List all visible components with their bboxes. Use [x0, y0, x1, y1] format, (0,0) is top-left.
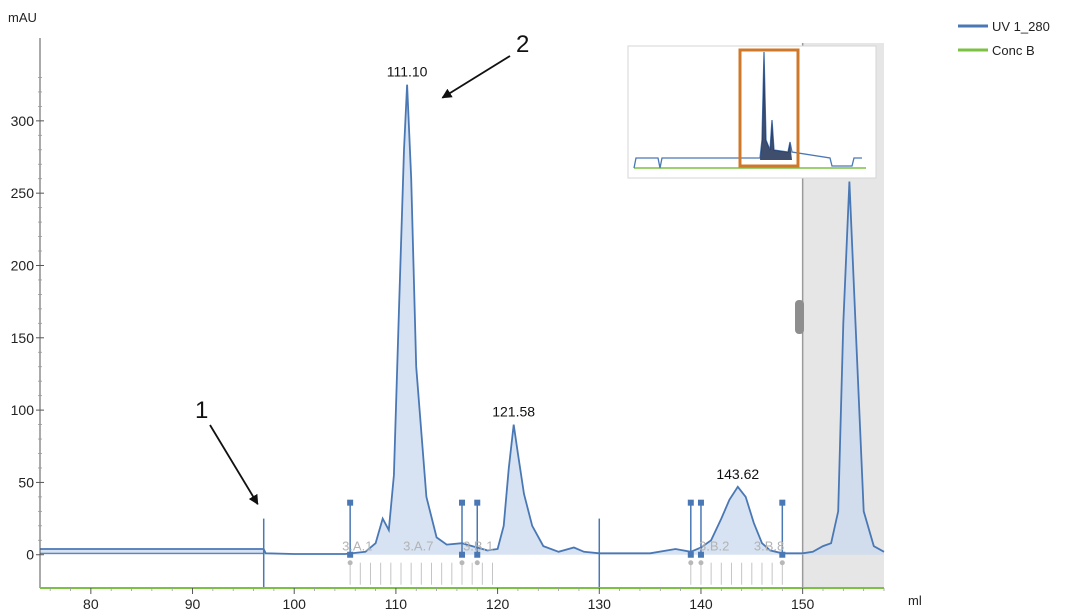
fraction-marker-head-2 [474, 499, 481, 506]
callout-number-1: 1 [195, 397, 208, 424]
fraction-marker-foot-4 [697, 551, 704, 558]
x-tick-label-2: 100 [283, 596, 307, 612]
x-tick-label-3: 110 [385, 596, 408, 612]
x-tick-label-4: 120 [486, 596, 510, 612]
y-tick-label-4: 200 [11, 257, 35, 273]
annotation-layer: 12 [195, 31, 529, 505]
x-axis-unit-label: ml [908, 593, 922, 608]
peak-label-1: 121.58 [492, 404, 535, 420]
overview-zoom-window[interactable] [738, 48, 800, 168]
x-tick-label-1: 90 [185, 596, 201, 612]
y-tick-label-5: 250 [11, 185, 35, 201]
fraction-marker-layer [347, 499, 786, 566]
fraction-label-3: 3.B.2 [699, 539, 729, 554]
callout-arrow-2 [441, 55, 511, 99]
legend-label-uv: UV 1_280 [992, 19, 1050, 34]
overview-inset[interactable] [627, 45, 877, 179]
fraction-marker-foot-2 [474, 551, 481, 558]
y-tick-label-1: 50 [18, 474, 34, 490]
fraction-label-4: 3.B.8 [754, 539, 784, 554]
fraction-marker-foot-3 [687, 551, 694, 558]
y-tick-label-6: 300 [11, 113, 35, 129]
y-tick-label-3: 150 [11, 330, 35, 346]
y-tick-label-2: 100 [11, 402, 35, 418]
fraction-marker-dot-1 [459, 560, 465, 566]
fraction-marker-foot-5 [779, 551, 786, 558]
overview-inset-peak-fill [760, 52, 792, 160]
fraction-marker-dot-5 [779, 560, 785, 566]
fraction-tick-layer [349, 562, 783, 585]
axes-layer: 0 50 100 150 200 250 300 80 90 100 110 120 130 140 150 [11, 38, 885, 612]
fraction-marker-head-1 [459, 499, 465, 506]
y-axis-unit-label: mAU [8, 10, 37, 25]
fraction-marker-dot-3 [688, 560, 694, 566]
legend: UV 1_280 Conc B [958, 19, 1050, 58]
fraction-marker-dot-2 [474, 560, 480, 566]
fraction-label-0: 3.A.1 [342, 539, 372, 554]
fraction-marker-dot-4 [698, 560, 704, 566]
event-line-layer [262, 518, 601, 588]
range-drag-handle[interactable] [795, 300, 804, 334]
fraction-marker-head-5 [779, 499, 786, 506]
legend-label-conc: Conc B [992, 43, 1035, 58]
callout-number-2: 2 [516, 31, 529, 58]
x-tick-label-6: 140 [689, 596, 713, 612]
fraction-marker-foot-0 [347, 551, 354, 558]
fraction-marker-foot-1 [459, 551, 465, 558]
callout-arrow-1 [209, 424, 259, 505]
y-tick-label-0: 0 [26, 547, 34, 563]
fraction-marker-head-4 [697, 499, 704, 506]
label-layer: 111.10 121.58 143.62 3.A.1 3.A.7 3.B.1 3.B.2 3.… [342, 64, 784, 554]
x-tick-label-0: 80 [83, 596, 99, 612]
fraction-marker-head-3 [687, 499, 694, 506]
fraction-label-1: 3.A.7 [403, 539, 433, 554]
peak-label-0: 111.10 [387, 64, 428, 80]
x-tick-label-5: 130 [588, 596, 612, 612]
overview-inset-frame [627, 45, 877, 179]
x-tick-label-7: 150 [791, 596, 815, 612]
peak-label-2: 143.62 [716, 466, 759, 482]
fraction-marker-head-0 [347, 499, 354, 506]
fraction-label-2: 3.B.1 [463, 539, 493, 554]
fraction-marker-dot-0 [347, 560, 353, 566]
uv-series-line [40, 84, 885, 555]
